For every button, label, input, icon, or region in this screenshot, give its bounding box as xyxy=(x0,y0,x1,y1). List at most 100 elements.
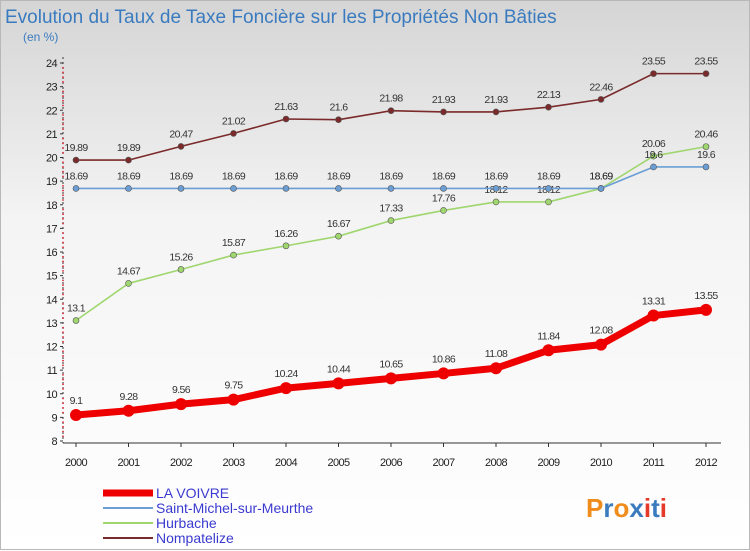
x-tick-label: 2005 xyxy=(327,457,350,469)
y-minor-tick xyxy=(62,66,64,69)
y-minor-tick xyxy=(62,307,64,310)
data-point xyxy=(125,156,132,164)
legend-label: Hurbache xyxy=(156,515,217,531)
data-label: 21.98 xyxy=(379,93,403,105)
data-point xyxy=(72,156,80,164)
data-point xyxy=(282,185,290,192)
data-point xyxy=(335,232,342,240)
data-point xyxy=(650,70,657,77)
x-tick-label: 2012 xyxy=(695,457,718,469)
data-point xyxy=(72,317,80,324)
data-label: 18.69 xyxy=(327,170,351,182)
data-point xyxy=(650,163,657,171)
data-label: 16.26 xyxy=(274,228,298,240)
data-point xyxy=(545,103,552,111)
legend-label: Nompatelize xyxy=(156,530,234,546)
data-label: 22.46 xyxy=(589,81,613,93)
data-point xyxy=(597,96,605,103)
y-minor-tick xyxy=(62,76,64,79)
logo-letter: x xyxy=(629,493,644,523)
y-tick-label: 13 xyxy=(46,318,58,330)
data-label: 19.6 xyxy=(644,149,663,161)
data-point xyxy=(335,185,342,192)
y-minor-tick xyxy=(62,104,64,107)
y-minor-tick xyxy=(62,317,64,320)
y-minor-tick xyxy=(62,435,64,438)
logo-letter: o xyxy=(613,493,629,523)
data-point xyxy=(700,303,712,316)
y-minor-tick xyxy=(62,184,64,187)
y-tick-label: 24 xyxy=(46,58,58,70)
data-point xyxy=(387,107,395,115)
y-minor-tick xyxy=(62,430,64,433)
y-tick-label: 17 xyxy=(46,223,58,235)
data-point xyxy=(177,266,185,273)
y-minor-tick xyxy=(62,218,64,220)
logo-letter: i xyxy=(644,493,651,523)
data-label: 19.6 xyxy=(697,149,716,161)
y-minor-tick xyxy=(62,336,64,338)
data-label: 23.55 xyxy=(642,56,666,68)
data-label: 15.87 xyxy=(222,237,246,249)
y-minor-tick xyxy=(62,388,64,390)
data-label: 21.6 xyxy=(329,102,348,114)
y-minor-tick xyxy=(62,373,64,376)
data-point xyxy=(595,338,607,351)
data-point xyxy=(230,185,237,192)
y-minor-tick xyxy=(62,331,64,334)
data-point xyxy=(492,108,500,116)
data-label: 18.69 xyxy=(589,170,613,182)
legend-label: Saint-Michel-sur-Meurthe xyxy=(156,500,313,516)
y-minor-tick xyxy=(62,421,64,423)
data-label: 12.08 xyxy=(589,325,613,337)
x-tick-label: 2004 xyxy=(275,457,298,469)
data-label: 15.26 xyxy=(169,251,193,263)
x-tick-label: 2002 xyxy=(170,457,193,469)
y-tick-label: 8 xyxy=(51,436,57,448)
y-tick-label: 15 xyxy=(46,271,58,283)
data-label: 14.67 xyxy=(117,265,141,277)
y-minor-tick xyxy=(62,284,64,286)
y-minor-tick xyxy=(62,402,64,405)
data-label: 21.93 xyxy=(432,94,456,106)
logo-letter: r xyxy=(603,493,613,523)
data-point xyxy=(702,70,710,77)
data-label: 18.69 xyxy=(379,170,403,182)
data-label: 18.69 xyxy=(169,170,193,182)
x-tick-label: 2009 xyxy=(537,457,560,469)
x-tick-label: 2000 xyxy=(65,457,88,469)
y-minor-tick xyxy=(62,147,64,149)
y-tick-label: 16 xyxy=(46,247,58,259)
data-label: 18.69 xyxy=(274,170,298,182)
y-minor-tick xyxy=(62,213,64,216)
y-minor-tick xyxy=(62,99,64,102)
y-tick-label: 18 xyxy=(46,200,58,212)
y-minor-tick xyxy=(62,279,64,282)
data-point xyxy=(542,344,555,357)
data-label: 18.69 xyxy=(537,170,561,182)
data-point xyxy=(335,116,342,123)
data-label: 10.86 xyxy=(432,353,456,365)
data-label: 18.69 xyxy=(117,170,141,182)
y-tick-label: 22 xyxy=(46,105,58,117)
chart-title: Evolution du Taux de Taxe Foncière sur l… xyxy=(5,7,557,28)
data-point xyxy=(545,185,552,192)
y-minor-tick xyxy=(62,123,64,126)
data-point xyxy=(492,185,500,192)
y-minor-tick xyxy=(62,90,64,93)
y-tick-label: 14 xyxy=(46,294,58,306)
data-label: 22.13 xyxy=(537,89,561,101)
y-minor-tick xyxy=(62,175,64,178)
y-minor-tick xyxy=(62,137,64,140)
y-minor-tick xyxy=(62,232,64,235)
data-label: 11.84 xyxy=(537,330,560,342)
y-tick-label: 10 xyxy=(46,389,58,401)
data-point xyxy=(230,251,237,259)
y-minor-tick xyxy=(62,260,64,263)
data-label: 11.08 xyxy=(485,348,508,360)
data-point xyxy=(650,152,657,160)
y-minor-tick xyxy=(62,326,64,329)
y-minor-tick xyxy=(62,255,64,258)
y-minor-tick xyxy=(62,397,64,400)
y-minor-tick xyxy=(62,128,64,131)
